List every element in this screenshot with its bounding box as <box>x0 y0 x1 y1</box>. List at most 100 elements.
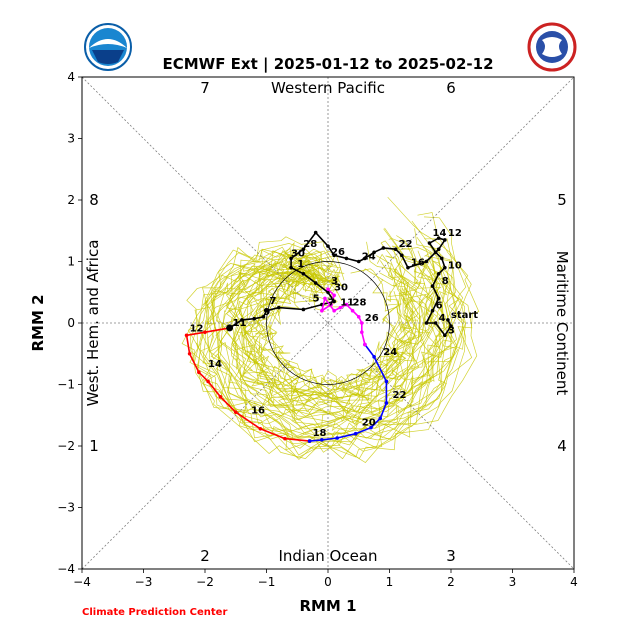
observed-point <box>301 272 306 276</box>
chart-title: ECMWF Ext | 2025-01-12 to 2025-02-12 <box>162 55 493 74</box>
observed-point <box>252 316 256 321</box>
observed-day-label: 14 <box>433 228 447 239</box>
forecast-week2-point <box>369 425 373 430</box>
observed-day-label: 12 <box>448 228 462 239</box>
tracks <box>184 230 453 443</box>
forecast-week3-point <box>203 330 207 335</box>
ensemble-member-line <box>202 236 453 440</box>
observed-point <box>381 246 386 250</box>
phase-label-7: 7 <box>200 79 210 97</box>
forecast-week1-point <box>350 308 355 313</box>
forecast-week1-point <box>344 302 349 307</box>
forecast-week1-day-label: 30 <box>334 282 348 293</box>
ensemble-spaghetti <box>181 196 480 463</box>
observed-point <box>240 318 244 322</box>
forecast-week2-day-label: 22 <box>393 390 407 401</box>
credit-label: Climate Prediction Center <box>82 607 227 618</box>
observed-point <box>264 308 269 313</box>
observed-day-label: 5 <box>313 293 320 304</box>
forecast-week3-point <box>258 426 263 431</box>
forecast-week3-point <box>197 370 201 375</box>
ensemble-member-line <box>216 228 457 446</box>
observed-point <box>332 299 336 304</box>
y-tick-label: 0 <box>67 316 75 330</box>
ensemble-member-line <box>230 250 427 404</box>
observed-day-label: start <box>451 310 478 321</box>
observed-day-label: 30 <box>291 248 305 259</box>
forecast-week3-day-label: 14 <box>208 359 222 370</box>
y-tick-label: −2 <box>57 439 75 453</box>
ensemble-member-line <box>181 228 460 439</box>
observed-point <box>443 265 447 270</box>
observed-day-label: 8 <box>442 276 449 287</box>
ensemble-member-line <box>266 268 402 390</box>
forecast-week1-point <box>332 293 336 298</box>
observed-day-label: 11 <box>233 318 247 329</box>
forecast-week2-day-label: 24 <box>383 347 397 358</box>
observed-point <box>446 318 450 322</box>
observed-day-label: 28 <box>303 239 317 250</box>
observed-point <box>393 247 398 251</box>
observed-point <box>436 296 441 301</box>
forecast-week2-point <box>335 436 340 440</box>
forecast-week3-day-label: 12 <box>190 324 204 335</box>
observed-point <box>439 256 444 261</box>
ensemble-member-line <box>242 242 425 416</box>
observed-point <box>313 281 318 285</box>
ensemble-member-line <box>247 253 418 397</box>
ensemble-member-line <box>206 257 466 452</box>
observed-day-label: 3 <box>331 276 338 287</box>
forecast-week1-day-label: 28 <box>353 298 367 309</box>
ensemble-member-line <box>187 238 473 459</box>
observed-point <box>443 238 447 242</box>
observed-day-label: 26 <box>331 247 345 258</box>
y-tick-label: 4 <box>67 70 75 84</box>
forecast-week2-day-label: 20 <box>362 418 376 429</box>
phase-guides <box>81 76 575 570</box>
forecast-week3-point <box>187 351 192 356</box>
observed-day-label: 10 <box>448 261 462 272</box>
forecast-week1-point <box>332 308 336 313</box>
phase-label-1: 1 <box>89 437 99 455</box>
forecast-week1-point <box>363 342 367 347</box>
observed-point <box>356 259 361 264</box>
observed-day-label: 16 <box>411 258 425 269</box>
phase-label-6: 6 <box>446 79 456 97</box>
observed-point <box>332 253 336 258</box>
ensemble-member-line <box>237 241 418 403</box>
observed-point <box>424 321 429 325</box>
ensemble-member-line <box>242 240 428 413</box>
forecast-week1-day-label: 7 <box>328 298 335 309</box>
observed-day-label: 3 <box>448 325 455 336</box>
observed-day-label: 1 <box>297 259 304 270</box>
region-label-top: Western Pacific <box>271 79 385 97</box>
forecast-week3-point <box>206 379 210 384</box>
observed-point <box>449 324 453 328</box>
phase-label-4: 4 <box>557 437 567 455</box>
x-axis-ticks: −4 −3 −2 −1 0 1 2 3 4 <box>73 569 578 589</box>
observed-point <box>277 305 281 310</box>
forecast-week2-line <box>309 344 388 442</box>
x-tick-label: 3 <box>509 575 517 589</box>
forecast-week1-point <box>360 330 364 335</box>
unit-circle <box>266 261 390 385</box>
region-label-right: Maritime Continent <box>553 251 571 396</box>
forecast-week1-point <box>338 305 343 310</box>
ensemble-member-line <box>193 216 467 445</box>
nws-logo <box>527 22 577 72</box>
forecast-week3-day-label: 16 <box>251 405 265 416</box>
observed-day-label: 24 <box>362 252 376 263</box>
observed-day-label: 22 <box>399 239 413 250</box>
x-tick-label: 2 <box>447 575 455 589</box>
forecast-week3-point <box>218 395 223 399</box>
forecast-week2-day-label: 18 <box>313 428 327 439</box>
forecast-week2-point <box>384 379 389 384</box>
ensemble-member-line <box>215 253 433 420</box>
forecast-week1-point <box>356 315 361 319</box>
forecast-week1-point <box>326 287 330 291</box>
observed-point <box>436 247 441 251</box>
observed-point <box>430 308 435 313</box>
